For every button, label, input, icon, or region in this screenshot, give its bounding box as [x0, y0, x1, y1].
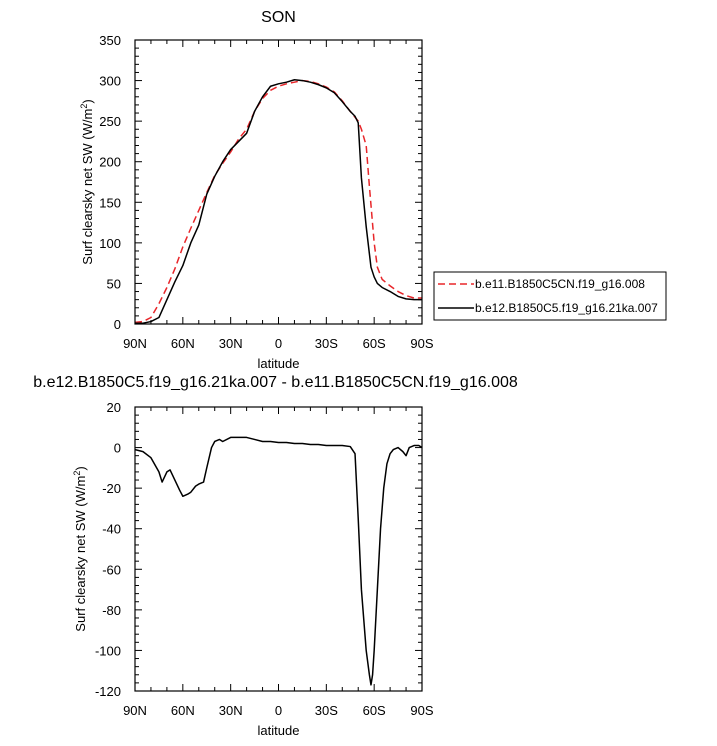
x-tick-label: 30N: [219, 703, 243, 718]
y-tick-label: 250: [99, 114, 121, 129]
series-line-1: [135, 436, 422, 686]
x-tick-label: 30N: [219, 336, 243, 351]
y-tick-label: -120: [95, 684, 121, 699]
x-tick-label: 30S: [315, 336, 338, 351]
y-axis-label-main: Surf clearsky net SW (W/m: [80, 109, 95, 265]
y-tick-label: 20: [107, 400, 121, 415]
y-tick-label: 200: [99, 155, 121, 170]
y-tick-label: 0: [114, 441, 121, 456]
chart-legend: b.e11.B1850C5CN.f19_g16.008 b.e12.B1850C5…: [433, 271, 667, 321]
y-tick-label: -80: [102, 603, 121, 618]
x-tick-label: 60N: [171, 703, 195, 718]
series-line-2: [135, 79, 422, 324]
y-tick-label: -60: [102, 562, 121, 577]
x-tick-label: 60N: [171, 336, 195, 351]
y-axis-label: Surf clearsky net SW (W/m2): [72, 466, 88, 631]
chart-panel-1: SON 90N 60N 30N 0 30S 60S 90S 0 50 100 150 200 250 300…: [79, 9, 667, 371]
y-axis-label-tail: ): [73, 466, 88, 470]
y-tick-label: 300: [99, 74, 121, 89]
y-tick-label: -20: [102, 481, 121, 496]
x-tick-label: 90S: [410, 336, 433, 351]
x-axis-label: latitude: [258, 356, 300, 371]
y-tick-label: 100: [99, 236, 121, 251]
x-tick-label: 60S: [363, 703, 386, 718]
y-tick-label: 150: [99, 195, 121, 210]
x-axis-label: latitude: [258, 723, 300, 738]
chart-title: SON: [261, 9, 296, 26]
y-tick-label: -40: [102, 522, 121, 537]
x-tick-label: 90N: [123, 336, 147, 351]
y-tick-label: 350: [99, 33, 121, 48]
chart-title: b.e12.B1850C5.f19_g16.21ka.007 - b.e11.B…: [33, 374, 518, 391]
x-tick-label: 90S: [410, 703, 433, 718]
y-axis-label: Surf clearsky net SW (W/m2): [79, 99, 95, 264]
series-line-1: [135, 79, 422, 324]
x-tick-label: 30S: [315, 703, 338, 718]
y-tick-label: 50: [107, 276, 121, 291]
chart-panel-2: b.e12.B1850C5.f19_g16.21ka.007 - b.e11.B…: [33, 374, 518, 738]
x-tick-label: 0: [275, 336, 282, 351]
plot-frame: [134, 39, 423, 325]
y-axis-label-tail: ): [80, 99, 95, 103]
y-tick-label: -100: [95, 643, 121, 658]
y-axis-label-main: Surf clearsky net SW (W/m: [73, 476, 88, 632]
x-tick-label: 0: [275, 703, 282, 718]
legend-label-1: b.e11.B1850C5CN.f19_g16.008: [475, 277, 645, 291]
legend-label-2: b.e12.B1850C5.f19_g16.21ka.007: [475, 301, 658, 315]
y-axis-label-sup: 2: [79, 104, 89, 109]
legend-box: [433, 271, 667, 321]
x-tick-label: 90N: [123, 703, 147, 718]
x-tick-label: 60S: [363, 336, 386, 351]
y-axis-label-sup: 2: [72, 471, 82, 476]
y-tick-label: 0: [114, 317, 121, 332]
